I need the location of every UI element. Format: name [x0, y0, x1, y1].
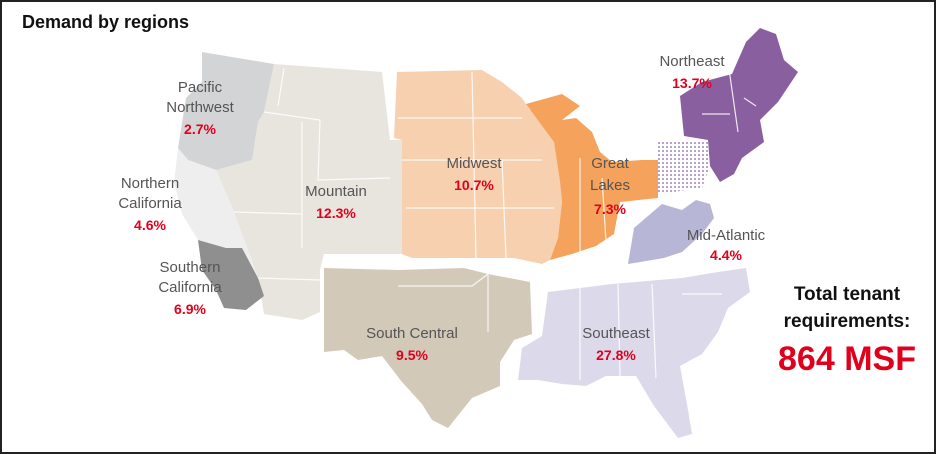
label-mid-atlantic: Mid-Atlantic 4.4% [687, 227, 766, 263]
region-southern-california[interactable] [198, 240, 264, 310]
svg-text:Pacific: Pacific [178, 79, 223, 96]
label-great-lakes: Great Lakes 7.3% [590, 155, 630, 217]
svg-text:Northwest: Northwest [166, 99, 234, 116]
chart-title: Demand by regions [22, 12, 190, 32]
svg-text:7.3%: 7.3% [594, 201, 626, 217]
region-pennsylvania-dotted [658, 140, 710, 194]
svg-text:Midwest: Midwest [446, 155, 502, 172]
svg-text:12.3%: 12.3% [316, 205, 356, 221]
label-south-central: South Central 9.5% [366, 325, 458, 363]
label-northeast: Northeast 13.7% [659, 53, 725, 91]
svg-text:9.5%: 9.5% [396, 347, 428, 363]
region-pacific-northwest[interactable] [178, 52, 274, 170]
svg-text:4.6%: 4.6% [134, 217, 166, 233]
svg-text:Great: Great [591, 155, 629, 172]
region-northern-california[interactable] [174, 148, 258, 278]
label-midwest: Midwest 10.7% [446, 155, 502, 193]
region-great-lakes[interactable] [526, 94, 658, 260]
total-requirements-label: Total tenant requirements: [772, 281, 922, 335]
svg-text:Northern: Northern [121, 175, 179, 192]
svg-text:13.7%: 13.7% [672, 75, 712, 91]
svg-text:6.9%: 6.9% [174, 301, 206, 317]
svg-text:27.8%: 27.8% [596, 347, 636, 363]
total-label-line2: requirements: [783, 311, 911, 332]
svg-text:Southern: Southern [160, 259, 221, 276]
svg-text:Mountain: Mountain [305, 183, 367, 200]
region-southeast[interactable] [518, 268, 750, 438]
svg-text:Mid-Atlantic: Mid-Atlantic [687, 227, 766, 244]
label-pacific-northwest: Pacific Northwest 2.7% [166, 79, 234, 137]
region-mountain[interactable] [216, 64, 402, 320]
region-mid-atlantic[interactable] [628, 200, 714, 264]
label-northern-california: Northern California 4.6% [118, 175, 182, 233]
label-southern-california: Southern California 6.9% [158, 259, 222, 317]
svg-text:10.7%: 10.7% [454, 177, 494, 193]
state-borders [233, 61, 757, 380]
svg-text:California: California [118, 195, 182, 212]
label-mountain: Mountain 12.3% [305, 183, 367, 221]
total-label-line1: Total tenant [793, 284, 901, 305]
svg-text:Northeast: Northeast [659, 53, 725, 70]
svg-text:2.7%: 2.7% [184, 121, 216, 137]
svg-text:Southeast: Southeast [582, 325, 650, 342]
svg-text:Lakes: Lakes [590, 177, 630, 194]
label-southeast: Southeast 27.8% [582, 325, 650, 363]
total-requirements-value: 864 MSF [778, 340, 916, 378]
region-northeast[interactable] [680, 28, 798, 182]
svg-text:South Central: South Central [366, 325, 458, 342]
region-south-central[interactable] [324, 268, 532, 428]
svg-text:4.4%: 4.4% [710, 247, 742, 263]
svg-text:California: California [158, 279, 222, 296]
